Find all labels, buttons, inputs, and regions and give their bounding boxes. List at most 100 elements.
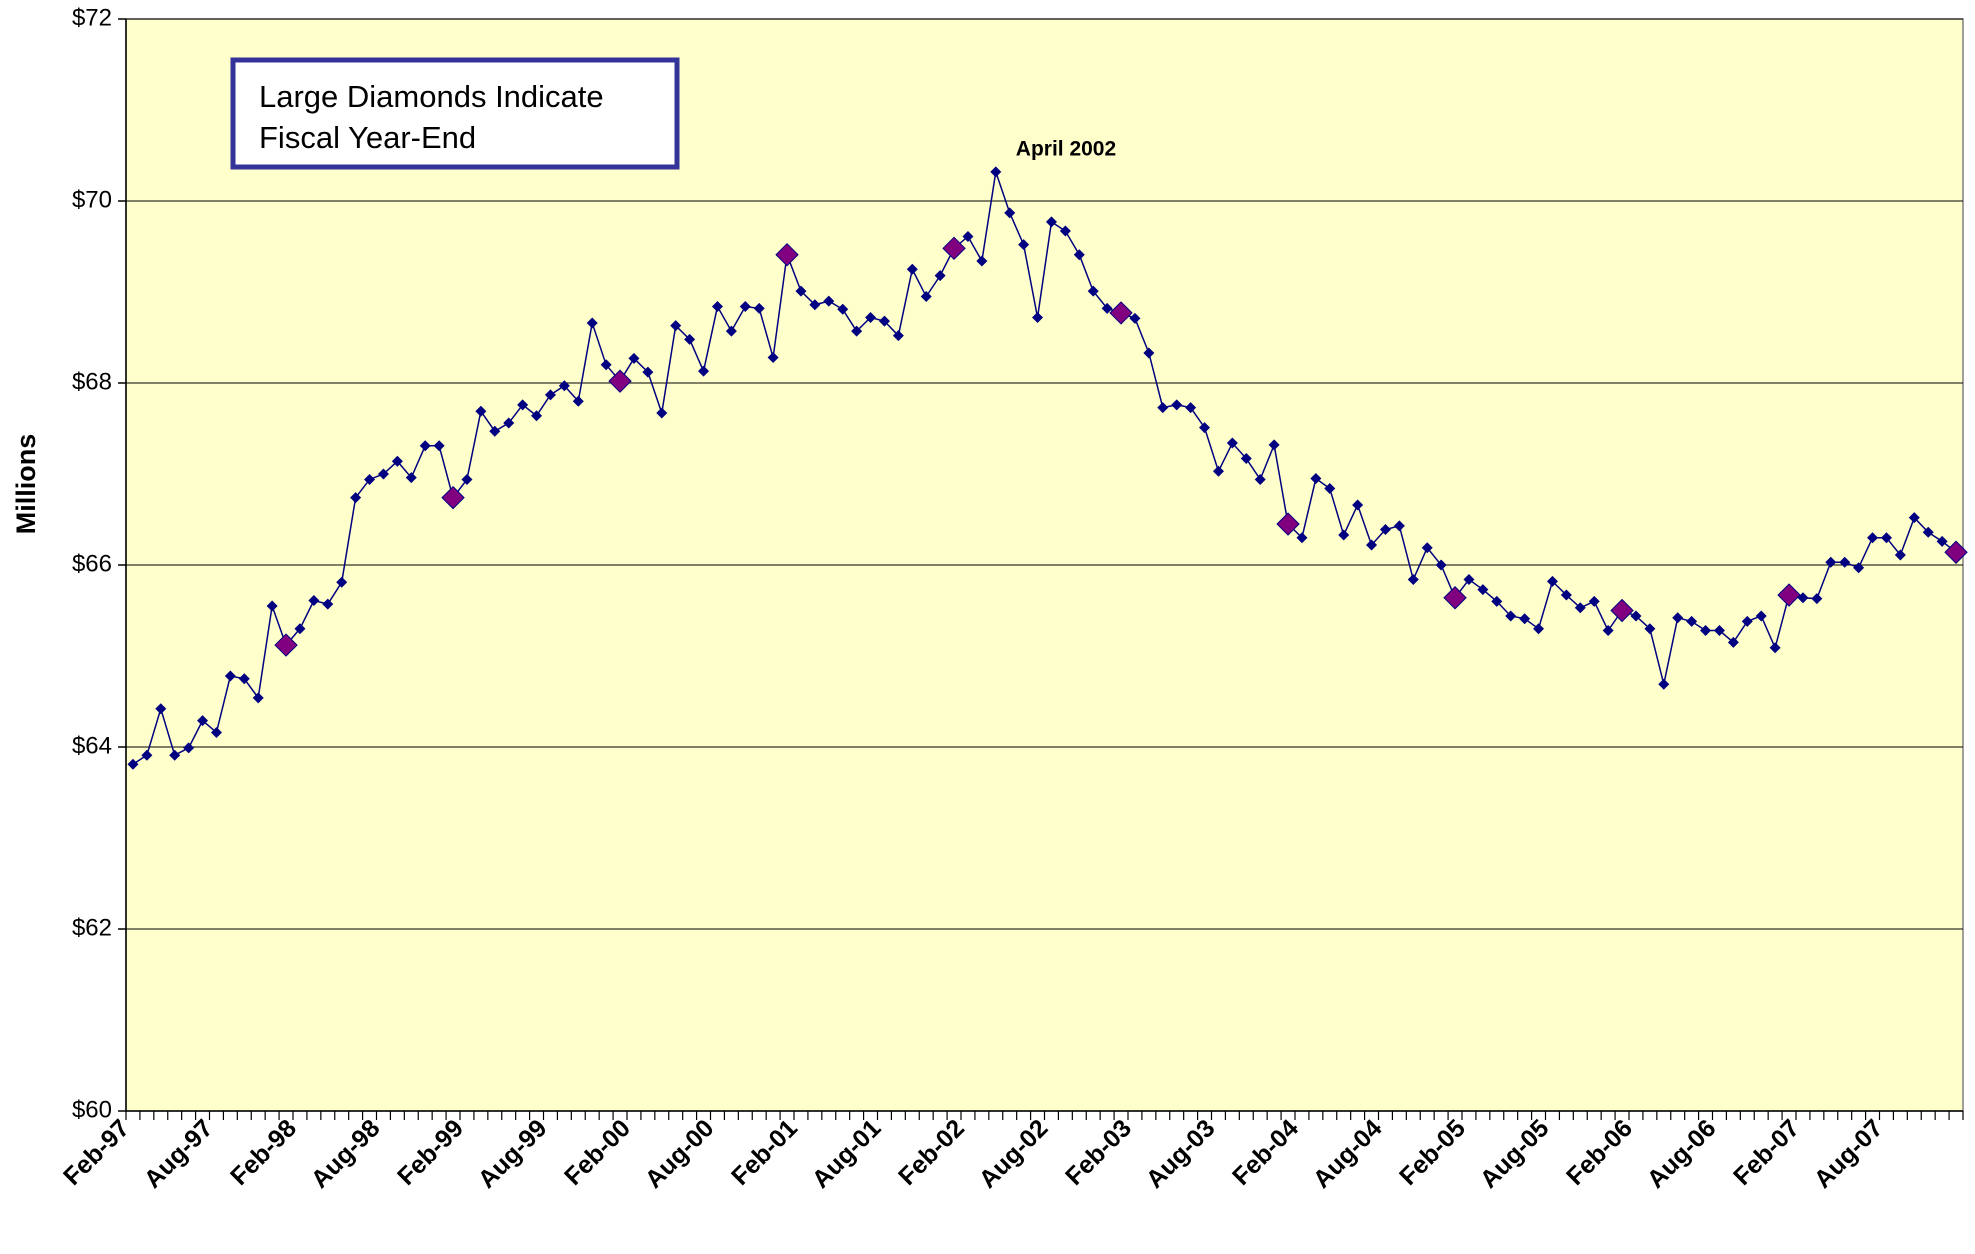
data-marker <box>475 405 487 417</box>
data-marker <box>405 472 417 484</box>
data-marker <box>1727 636 1739 648</box>
data-marker <box>1713 625 1725 637</box>
x-tick-label: Aug-00 <box>640 1114 720 1194</box>
y-tick-label: $68 <box>72 368 112 395</box>
data-marker <box>1797 592 1809 604</box>
data-marker <box>1602 625 1614 637</box>
data-marker <box>1324 483 1336 495</box>
fiscal-year-end-marker <box>1109 301 1133 325</box>
data-marker <box>1226 437 1238 449</box>
y-tick-label: $70 <box>72 186 112 213</box>
data-marker <box>976 255 988 267</box>
data-marker <box>377 468 389 480</box>
data-marker <box>1825 556 1837 568</box>
x-tick-label: Aug-01 <box>807 1114 887 1194</box>
data-marker <box>670 320 682 332</box>
x-tick-label: Feb-05 <box>1394 1114 1471 1191</box>
data-marker <box>878 315 890 327</box>
data-marker <box>169 749 181 761</box>
data-marker <box>155 703 167 715</box>
x-tick-label: Feb-00 <box>559 1114 636 1191</box>
data-marker <box>1435 559 1447 571</box>
data-marker <box>1922 526 1934 538</box>
note-text: Fiscal Year-End <box>259 120 476 155</box>
data-marker <box>558 380 570 392</box>
data-marker <box>308 594 320 606</box>
data-marker <box>1672 612 1684 624</box>
data-marker <box>517 399 529 411</box>
x-tick-label: Aug-07 <box>1809 1114 1889 1194</box>
annotation: April 2002 <box>1016 137 1116 160</box>
data-marker <box>809 299 821 311</box>
data-marker <box>1073 249 1085 261</box>
x-tick-label: Aug-04 <box>1308 1114 1388 1194</box>
fiscal-year-end-marker <box>274 633 298 657</box>
x-tick-label: Feb-99 <box>392 1114 469 1191</box>
data-marker <box>1421 542 1433 554</box>
data-marker <box>1491 595 1503 607</box>
x-tick-label: Aug-05 <box>1475 1114 1555 1194</box>
data-marker <box>322 598 334 610</box>
data-marker <box>1741 615 1753 627</box>
data-marker <box>962 230 974 242</box>
data-marker <box>1185 402 1197 414</box>
data-marker <box>364 473 376 485</box>
x-tick-label: Feb-01 <box>726 1114 803 1191</box>
x-tick-label: Aug-03 <box>1141 1114 1221 1194</box>
data-marker <box>823 295 835 307</box>
x-tick-label: Feb-06 <box>1561 1114 1638 1191</box>
data-marker <box>433 440 445 452</box>
data-marker <box>266 600 278 612</box>
data-marker <box>725 325 737 337</box>
data-marker <box>642 366 654 378</box>
data-marker <box>1352 499 1364 511</box>
fiscal-year-end-marker <box>608 369 632 393</box>
data-marker <box>1296 532 1308 544</box>
data-marker <box>906 263 918 275</box>
data-marker <box>837 303 849 315</box>
data-marker <box>1755 610 1767 622</box>
x-tick-label: Feb-07 <box>1728 1114 1805 1191</box>
data-marker <box>1338 529 1350 541</box>
data-marker <box>224 670 236 682</box>
fiscal-year-end-marker <box>775 242 799 267</box>
data-marker <box>1908 512 1920 524</box>
data-marker <box>1087 285 1099 297</box>
data-marker <box>572 395 584 407</box>
data-marker <box>1867 532 1879 544</box>
data-marker <box>1936 535 1948 547</box>
data-marker <box>419 440 431 452</box>
data-marker <box>1268 439 1280 451</box>
data-marker <box>656 407 668 419</box>
data-marker <box>1199 422 1211 434</box>
data-marker <box>252 692 264 704</box>
data-marker <box>1546 575 1558 587</box>
data-marker <box>1519 613 1531 625</box>
data-marker <box>544 389 556 401</box>
data-marker <box>1004 207 1016 219</box>
data-marker <box>1310 473 1322 485</box>
x-tick-label: Feb-03 <box>1060 1114 1137 1191</box>
data-marker <box>1045 216 1057 228</box>
data-marker <box>1463 574 1475 586</box>
data-marker <box>350 492 362 504</box>
data-marker <box>1018 239 1030 251</box>
data-marker <box>795 285 807 297</box>
data-marker <box>698 365 710 377</box>
data-marker <box>1240 453 1252 465</box>
data-marker <box>461 473 473 485</box>
fiscal-year-end-marker <box>1443 586 1467 610</box>
data-marker <box>1574 602 1586 614</box>
fiscal-year-end-marker <box>1944 540 1968 564</box>
x-tick-label: Feb-02 <box>893 1114 970 1191</box>
data-marker <box>503 417 515 429</box>
x-tick-label: Aug-98 <box>306 1114 386 1194</box>
data-marker <box>1254 473 1266 485</box>
data-marker <box>753 302 765 314</box>
data-marker <box>1477 584 1489 596</box>
data-marker <box>1212 465 1224 477</box>
y-tick-label: $62 <box>72 914 112 941</box>
data-marker <box>1588 595 1600 607</box>
data-marker <box>1143 347 1155 359</box>
data-marker <box>684 333 696 345</box>
